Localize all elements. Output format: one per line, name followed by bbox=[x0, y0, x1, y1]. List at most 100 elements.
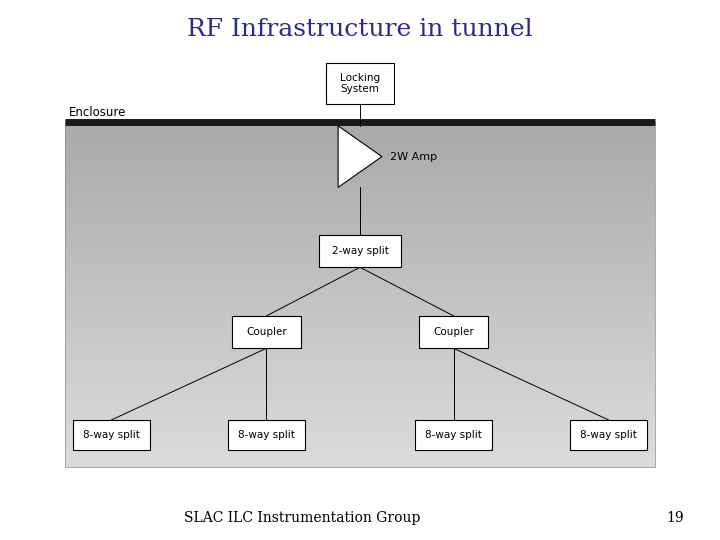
Bar bbox=[65, 214, 655, 216]
Bar bbox=[65, 276, 655, 278]
Bar bbox=[65, 149, 655, 151]
Bar bbox=[65, 327, 655, 329]
Bar bbox=[65, 154, 655, 156]
Bar bbox=[65, 161, 655, 163]
Bar bbox=[65, 334, 655, 336]
Bar bbox=[65, 179, 655, 181]
Polygon shape bbox=[338, 126, 382, 187]
Bar bbox=[65, 246, 655, 248]
Bar bbox=[65, 430, 655, 433]
Bar bbox=[65, 373, 655, 375]
Bar bbox=[65, 239, 655, 241]
Bar bbox=[65, 234, 655, 237]
Bar bbox=[65, 416, 655, 419]
Bar bbox=[65, 296, 655, 299]
Bar bbox=[65, 403, 655, 405]
Bar bbox=[65, 241, 655, 244]
Bar bbox=[65, 285, 655, 287]
Bar bbox=[65, 186, 655, 188]
Bar bbox=[65, 377, 655, 380]
Bar bbox=[65, 142, 655, 145]
Bar bbox=[65, 393, 655, 396]
Bar bbox=[65, 460, 655, 462]
Bar bbox=[65, 354, 655, 356]
Bar bbox=[65, 370, 655, 373]
Bar bbox=[65, 140, 655, 142]
Bar bbox=[65, 449, 655, 451]
Bar bbox=[65, 198, 655, 200]
FancyBboxPatch shape bbox=[570, 420, 647, 449]
Bar bbox=[65, 444, 655, 447]
Bar bbox=[65, 451, 655, 453]
Text: SLAC ILC Instrumentation Group: SLAC ILC Instrumentation Group bbox=[184, 511, 420, 525]
Bar bbox=[65, 336, 655, 338]
Bar bbox=[65, 301, 655, 303]
Bar bbox=[65, 122, 655, 467]
Bar bbox=[65, 181, 655, 184]
Bar bbox=[65, 465, 655, 467]
Text: 19: 19 bbox=[667, 511, 684, 525]
Bar bbox=[65, 218, 655, 220]
Bar bbox=[65, 205, 655, 207]
Text: 8-way split: 8-way split bbox=[84, 430, 140, 440]
Bar bbox=[65, 283, 655, 285]
Bar bbox=[65, 456, 655, 458]
Bar bbox=[65, 343, 655, 345]
Bar bbox=[65, 255, 655, 258]
Bar bbox=[65, 248, 655, 251]
Bar bbox=[65, 366, 655, 368]
FancyBboxPatch shape bbox=[415, 420, 492, 449]
Bar bbox=[65, 237, 655, 239]
Bar bbox=[65, 170, 655, 172]
Bar bbox=[65, 391, 655, 393]
Bar bbox=[65, 294, 655, 296]
Bar bbox=[65, 340, 655, 343]
Bar bbox=[65, 156, 655, 158]
Bar bbox=[65, 428, 655, 430]
FancyBboxPatch shape bbox=[325, 64, 395, 104]
Bar bbox=[65, 271, 655, 274]
Text: 2W Amp: 2W Amp bbox=[390, 152, 437, 161]
Bar bbox=[65, 129, 655, 131]
Bar bbox=[65, 310, 655, 313]
Bar bbox=[65, 172, 655, 174]
Bar bbox=[65, 398, 655, 400]
Bar bbox=[65, 322, 655, 324]
Bar bbox=[65, 292, 655, 294]
FancyBboxPatch shape bbox=[232, 316, 301, 348]
Bar bbox=[65, 418, 655, 421]
Bar bbox=[65, 400, 655, 403]
Bar bbox=[65, 124, 655, 126]
Bar bbox=[65, 320, 655, 322]
Bar bbox=[65, 191, 655, 193]
Bar bbox=[65, 447, 655, 449]
Bar bbox=[65, 133, 655, 136]
Bar bbox=[65, 145, 655, 147]
Bar bbox=[65, 407, 655, 409]
Bar bbox=[65, 230, 655, 232]
Text: Coupler: Coupler bbox=[433, 327, 474, 337]
Bar bbox=[65, 359, 655, 361]
Bar bbox=[65, 147, 655, 149]
Bar bbox=[65, 232, 655, 234]
Bar bbox=[65, 440, 655, 442]
Bar bbox=[65, 258, 655, 260]
Bar bbox=[65, 409, 655, 412]
Bar bbox=[65, 324, 655, 327]
Bar bbox=[65, 338, 655, 340]
Bar bbox=[65, 329, 655, 331]
Bar bbox=[65, 331, 655, 334]
Bar bbox=[65, 260, 655, 262]
Bar bbox=[65, 380, 655, 382]
Bar bbox=[65, 435, 655, 437]
Bar bbox=[65, 223, 655, 225]
Bar bbox=[65, 299, 655, 301]
Bar bbox=[65, 251, 655, 253]
Bar bbox=[65, 200, 655, 202]
Bar bbox=[65, 253, 655, 255]
Bar bbox=[65, 363, 655, 366]
Bar bbox=[65, 216, 655, 218]
Bar bbox=[65, 356, 655, 359]
Bar bbox=[65, 227, 655, 230]
Bar bbox=[65, 136, 655, 138]
